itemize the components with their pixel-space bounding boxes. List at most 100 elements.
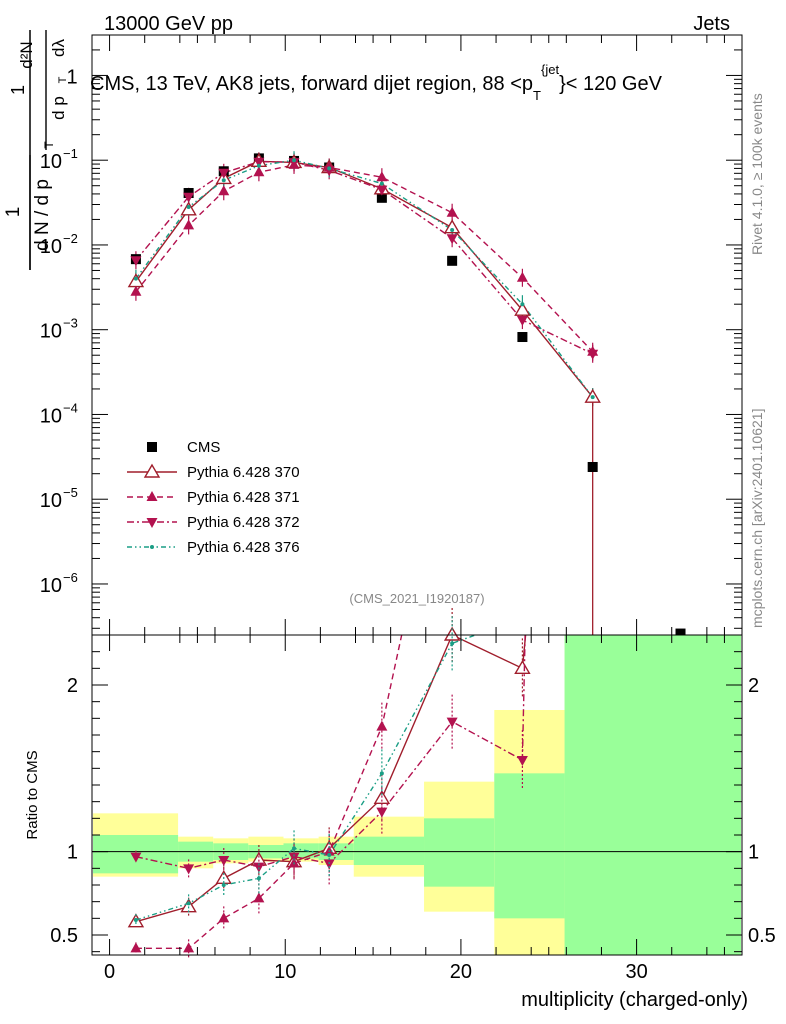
legend-marker-1 bbox=[143, 463, 161, 478]
legend-marker-0 bbox=[147, 442, 157, 452]
ratio-point-2 bbox=[446, 717, 458, 728]
main-point-4 bbox=[450, 228, 455, 233]
legend-label-4: Pythia 6.428 376 bbox=[187, 539, 300, 556]
main-point-2 bbox=[130, 285, 142, 296]
main-point-2 bbox=[183, 219, 195, 230]
ratio-line-0 bbox=[135, 635, 527, 923]
ratio-point-0 bbox=[514, 659, 531, 675]
main-plot: 110−110−210−310−410−510−6 (CMS_2021_I192… bbox=[40, 34, 743, 639]
ratio-point-3 bbox=[186, 901, 191, 906]
header-right: Jets bbox=[693, 13, 730, 35]
ratio-frame bbox=[91, 634, 743, 956]
ratio-ylabel: Ratio to CMS bbox=[24, 750, 41, 839]
ylabel-den1: d N / d p bbox=[32, 179, 53, 251]
main-point-2 bbox=[376, 171, 388, 182]
ylabel-num1-v: 1 bbox=[3, 207, 24, 218]
main-ytick-label: 10 bbox=[40, 575, 62, 597]
ratio-point-3 bbox=[450, 641, 455, 646]
main-point-4 bbox=[327, 166, 332, 171]
main-series-lines bbox=[135, 151, 594, 635]
main-line-2 bbox=[135, 164, 594, 353]
x-tick-label: 0 bbox=[104, 961, 115, 983]
main-point-0 bbox=[587, 461, 598, 472]
ratio-ytick-label-left: 1 bbox=[67, 842, 78, 864]
main-point-3 bbox=[323, 166, 335, 177]
ratio-point-3 bbox=[221, 883, 226, 887]
ratio-point-3 bbox=[327, 853, 332, 857]
ratio-series-lines bbox=[127, 608, 531, 958]
ratio-axis-ticks: 0.5 0.51 12 20 10 20 30 bbox=[50, 635, 776, 983]
title-close: } bbox=[559, 73, 566, 95]
main-ytick-label: 10 bbox=[40, 236, 62, 258]
main-point-2 bbox=[446, 206, 458, 217]
ratio-point-3 bbox=[256, 876, 261, 881]
main-point-4 bbox=[133, 276, 138, 281]
analysis-watermark: (CMS_2021_I1920187) bbox=[349, 591, 484, 606]
main-point-3 bbox=[516, 316, 528, 327]
main-point-1 bbox=[443, 219, 461, 234]
main-point-4 bbox=[256, 163, 261, 168]
ratio-ytick-label-right: 0.5 bbox=[748, 925, 776, 947]
ratio-point-1 bbox=[218, 912, 230, 923]
ratio-point-1 bbox=[183, 942, 195, 953]
ratio-point-1 bbox=[376, 720, 388, 731]
legend-label-3: Pythia 6.428 372 bbox=[187, 514, 300, 531]
main-ytick-exponent: −4 bbox=[63, 400, 78, 415]
main-point-3 bbox=[288, 158, 300, 169]
ratio-stat-band-4 bbox=[283, 843, 319, 859]
main-point-4 bbox=[186, 205, 191, 210]
main-point-3 bbox=[183, 192, 195, 203]
ratio-ytick-label-left: 0.5 bbox=[50, 925, 78, 947]
ylabel-num1: 1 bbox=[8, 85, 28, 95]
ratio-stat-band-6 bbox=[353, 836, 425, 865]
ratio-line-2 bbox=[135, 635, 526, 870]
legend-marker-4 bbox=[150, 545, 154, 549]
ylabel-den1-sub: T bbox=[42, 141, 56, 149]
main-point-0 bbox=[376, 192, 387, 203]
ylabel-den2-tail: dλ bbox=[49, 39, 68, 57]
ratio-ytick-label-left: 2 bbox=[67, 675, 78, 697]
main-point-4 bbox=[590, 395, 595, 400]
main-point-3 bbox=[253, 157, 265, 168]
legend: CMS Pythia 6.428 370 Pythia 6.428 371 Pythi… bbox=[127, 439, 300, 556]
x-tick-label: 10 bbox=[274, 961, 296, 983]
rivet-version: Rivet 4.1.0, ≥ 100k events bbox=[749, 93, 765, 255]
ratio-stat-band-9 bbox=[564, 635, 741, 955]
mcplots-credit: mcplots.cern.ch [arXiv:2401.10621] bbox=[749, 409, 765, 628]
legend-marker-2 bbox=[146, 491, 158, 501]
plot-title: CMS, 13 TeV, AK8 jets, forward dijet reg… bbox=[90, 62, 663, 103]
ratio-stat-band-8 bbox=[494, 773, 565, 919]
legend-marker-3 bbox=[146, 518, 158, 528]
ratio-point-2 bbox=[288, 852, 300, 863]
ratio-point-3 bbox=[379, 771, 384, 776]
main-ytick-label: 1 bbox=[66, 66, 77, 88]
ratio-point-2 bbox=[516, 756, 528, 766]
ratio-ytick-label-right: 1 bbox=[748, 842, 759, 864]
main-point-0 bbox=[447, 255, 458, 266]
ylabel-den2: d p bbox=[49, 96, 68, 120]
ratio-bands bbox=[92, 635, 742, 955]
header-left: 13000 GeV pp bbox=[104, 13, 233, 35]
legend-label-1: Pythia 6.428 370 bbox=[187, 464, 300, 481]
main-point-0 bbox=[517, 332, 528, 343]
main-point-2 bbox=[253, 166, 265, 177]
ratio-point-3 bbox=[292, 846, 297, 851]
title-main: CMS, 13 TeV, AK8 jets, forward dijet reg… bbox=[90, 73, 533, 95]
main-point-4 bbox=[221, 178, 226, 183]
ylabel-den2-sub: T bbox=[57, 76, 69, 83]
main-ytick-exponent: −5 bbox=[63, 485, 78, 500]
ylabel-stack: d N / d p T 1 d²N d p Tdλ bbox=[3, 30, 69, 270]
main-point-3 bbox=[218, 168, 230, 179]
ratio-point-2 bbox=[218, 856, 230, 866]
title-tail: < 120 GeV bbox=[566, 73, 663, 95]
main-ytick-label: 10 bbox=[40, 151, 62, 173]
main-ylabel-group: d N / d p T 1 d²N d p Tdλ bbox=[3, 30, 69, 270]
main-series-markers bbox=[127, 152, 686, 639]
main-point-4 bbox=[292, 158, 297, 163]
main-point-1 bbox=[514, 301, 531, 316]
legend-label-0: CMS bbox=[187, 439, 220, 456]
title-sub: T bbox=[533, 88, 541, 103]
legend-label-2: Pythia 6.428 371 bbox=[187, 489, 300, 506]
ratio-point-2 bbox=[130, 852, 142, 863]
